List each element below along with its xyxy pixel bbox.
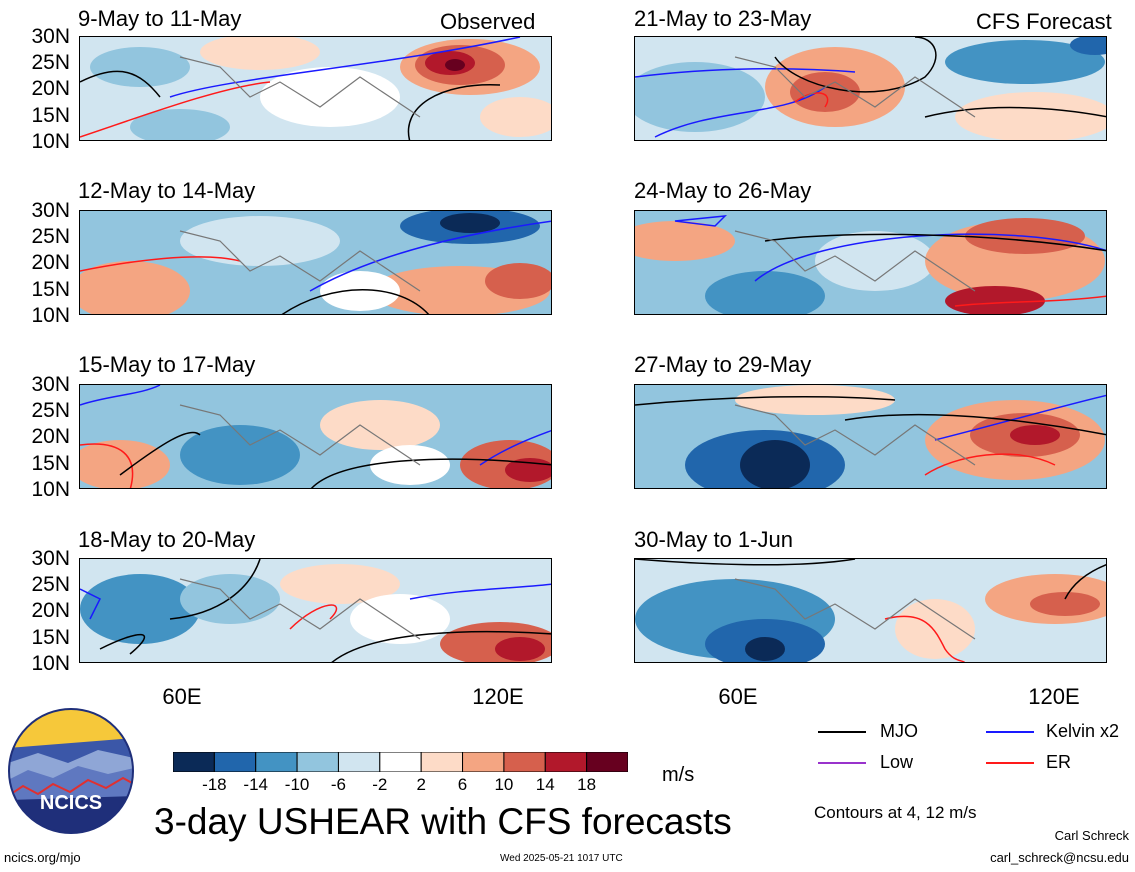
footer-email: carl_schreck@ncsu.edu <box>990 850 1129 865</box>
shear-field-map <box>80 37 551 140</box>
lon-label: 120E <box>472 684 524 709</box>
footer-timestamp: Wed 2025-05-21 1017 UTC <box>500 853 623 864</box>
map-panel-6 <box>634 384 1107 489</box>
panel-title-5: 24-May to 26-May <box>634 178 812 203</box>
lat-label: 30N <box>31 547 70 570</box>
legend-line-er <box>986 762 1034 764</box>
lon-label: 60E <box>162 684 202 709</box>
colorbar-swatch <box>379 751 422 773</box>
map-panel-2 <box>79 384 552 489</box>
colorbar-tick-label: 6 <box>457 775 468 794</box>
lat-label: 10N <box>31 130 70 153</box>
map-panel-0 <box>79 36 552 141</box>
panel-tag-observed: Observed <box>440 9 536 34</box>
panel-title-6: 27-May to 29-May <box>634 352 812 377</box>
lat-label: 25N <box>31 51 70 74</box>
legend-label-kelvin: Kelvin x2 <box>1046 721 1120 741</box>
colorbar <box>172 751 629 773</box>
ncics-logo: NCICS <box>8 708 134 834</box>
colorbar-swatches <box>172 751 629 773</box>
lat-label: 10N <box>31 478 70 501</box>
legend-label-mjo: MJO <box>880 721 918 741</box>
panel-title-3: 18-May to 20-May <box>78 527 256 552</box>
lat-label: 20N <box>31 251 70 274</box>
map-panel-1 <box>79 210 552 315</box>
legend-line-low <box>818 762 866 764</box>
colorbar-tick-label: -2 <box>372 775 388 794</box>
colorbar-tick-label: 14 <box>535 775 555 794</box>
lat-label: 25N <box>31 225 70 248</box>
lat-label: 15N <box>31 626 70 649</box>
colorbar-tick-label: 10 <box>494 775 514 794</box>
shear-field-map <box>635 559 1106 662</box>
colorbar-tick-label: -10 <box>284 775 310 794</box>
colorbar-swatch <box>296 751 339 773</box>
lon-label: 120E <box>1028 684 1080 709</box>
panel-title-0: 9-May to 11-May <box>78 6 242 31</box>
map-panel-4 <box>634 36 1107 141</box>
main-title: 3-day USHEAR with CFS forecasts <box>154 801 732 842</box>
legend-line-mjo <box>818 731 866 733</box>
lat-label: 20N <box>31 425 70 448</box>
shear-field-map <box>80 211 551 314</box>
lat-label: 25N <box>31 399 70 422</box>
lat-label: 15N <box>31 452 70 475</box>
colorbar-tick-label: 2 <box>416 775 426 794</box>
lon-label: 60E <box>718 684 758 709</box>
lat-label: 30N <box>31 199 70 222</box>
lat-label: 25N <box>31 573 70 596</box>
lat-label: 30N <box>31 373 70 396</box>
colorbar-swatch <box>337 751 381 773</box>
shear-field-map <box>80 385 551 488</box>
lat-label: 30N <box>31 25 70 48</box>
colorbar-swatch <box>462 751 505 773</box>
colorbar-swatch <box>544 751 588 773</box>
shear-field-map <box>635 37 1106 140</box>
shear-field-map <box>635 385 1106 488</box>
legend-line-kelvin <box>986 731 1034 733</box>
map-panel-7 <box>634 558 1107 663</box>
map-panel-3 <box>79 558 552 663</box>
legend-label-er: ER <box>1046 752 1072 772</box>
footer-author: Carl Schreck <box>1054 828 1129 843</box>
colorbar-tick-label: -6 <box>330 775 347 794</box>
colorbar-swatch <box>255 751 298 773</box>
ncics-logo-icon <box>8 708 134 834</box>
colorbar-swatch <box>503 751 546 773</box>
colorbar-swatch <box>420 751 464 773</box>
lat-label: 15N <box>31 278 70 301</box>
lat-label: 20N <box>31 77 70 100</box>
colorbar-swatch <box>172 751 215 773</box>
lat-label: 10N <box>31 304 70 327</box>
colorbar-tick-label: 18 <box>577 775 597 794</box>
shear-field-map <box>80 559 551 662</box>
legend-label-low: Low <box>880 752 914 772</box>
panel-title-4: 21-May to 23-May <box>634 6 812 31</box>
lat-label: 20N <box>31 599 70 622</box>
panel-title-7: 30-May to 1-Jun <box>634 527 793 552</box>
map-panel-5 <box>634 210 1107 315</box>
colorbar-tick-label: -14 <box>243 775 268 794</box>
shear-field-map <box>635 211 1106 314</box>
colorbar-tick-label: -18 <box>202 775 227 794</box>
contour-note: Contours at 4, 12 m/s <box>814 803 977 822</box>
lat-label: 10N <box>31 652 70 675</box>
panel-title-1: 12-May to 14-May <box>78 178 256 203</box>
colorbar-swatch <box>213 751 257 773</box>
colorbar-swatch <box>586 751 629 773</box>
footer-url: ncics.org/mjo <box>4 850 81 865</box>
lat-label: 15N <box>31 104 70 127</box>
colorbar-unit: m/s <box>662 764 695 786</box>
panel-tag-cfs-forecast: CFS Forecast <box>976 9 1112 34</box>
panel-title-2: 15-May to 17-May <box>78 352 256 377</box>
logo-text: NCICS <box>39 792 103 814</box>
